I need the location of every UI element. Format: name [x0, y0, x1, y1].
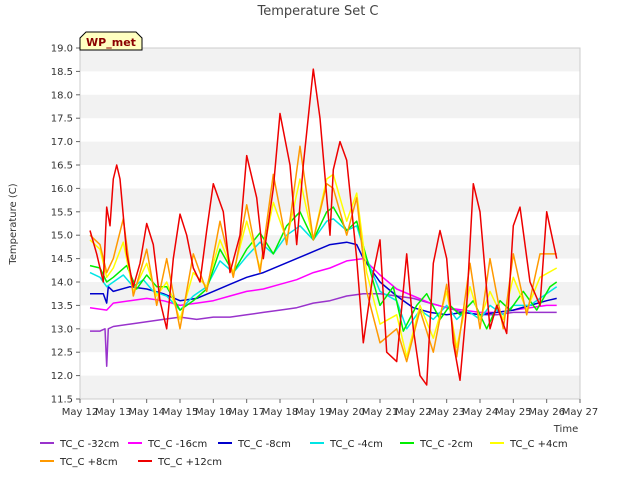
series-lines [89, 68, 558, 386]
grid-band [80, 328, 580, 353]
x-tick-label: May 13 [95, 407, 132, 418]
annotation-box: WP_met [79, 31, 143, 51]
legend: TC_C -32cm TC_C -16cm TC_C -8cm TC_C -4cm TC… [40, 439, 568, 468]
y-tick-label: 15.5 [51, 207, 73, 218]
y-tick-label: 18.0 [51, 90, 73, 101]
x-tick-label: May 14 [128, 407, 165, 418]
grid-band [80, 94, 580, 119]
x-tick-label: May 23 [428, 407, 465, 418]
annotation-label: WP_met [86, 36, 136, 49]
legend-label: TC_C +12cm [157, 457, 222, 468]
grid-band [80, 141, 580, 165]
y-tick-label: 14.0 [51, 278, 73, 289]
legend-label: TC_C +4cm [509, 439, 568, 450]
x-tick-label: May 26 [528, 407, 565, 418]
chart-title: Temperature Set C [256, 4, 378, 19]
x-tick-label: May 16 [195, 407, 232, 418]
y-tick-label: 15.0 [51, 231, 73, 242]
grid-band [80, 188, 580, 212]
x-tick-label: May 22 [395, 407, 432, 418]
y-tick-label: 13.5 [51, 301, 73, 312]
x-tick-label: May 21 [362, 407, 399, 418]
grid-band [80, 375, 580, 399]
y-tick-label: 19.0 [51, 44, 73, 55]
y-tick-label: 13.0 [51, 324, 73, 335]
x-tick-label: May 15 [162, 407, 199, 418]
x-tick-label: May 27 [562, 407, 599, 418]
annotation-shape [79, 31, 143, 51]
x-tick-label: May 12 [62, 407, 99, 418]
x-axis-label: Time [553, 424, 578, 435]
y-tick-label: 12.5 [51, 348, 73, 359]
y-tick-label: 16.0 [51, 184, 73, 195]
grid-band [80, 48, 580, 72]
y-tick-label: 12.0 [51, 371, 73, 382]
y-tick-label: 14.5 [51, 254, 73, 265]
y-tick-label: 16.5 [51, 161, 73, 172]
legend-label: TC_C -8cm [237, 439, 291, 450]
legend-label: TC_C +8cm [59, 457, 118, 468]
x-tick-label: May 20 [328, 407, 365, 418]
y-tick-label: 18.5 [51, 67, 73, 78]
series-line [89, 145, 557, 363]
y-tick-label: 11.5 [51, 395, 73, 406]
x-tick-label: May 19 [295, 407, 332, 418]
legend-label: TC_C -2cm [419, 439, 473, 450]
plot-area [79, 47, 581, 400]
y-tick-label: 17.5 [51, 114, 73, 125]
x-tick-label: May 17 [228, 407, 265, 418]
legend-label: TC_C -16cm [147, 439, 207, 450]
legend-label: TC_C -32cm [59, 439, 119, 450]
series-line [89, 68, 558, 386]
series-line [89, 218, 558, 330]
legend-label: TC_C -4cm [329, 439, 383, 450]
y-axis-label: Temperature (C) [8, 183, 19, 265]
x-tick-label: May 18 [262, 407, 299, 418]
y-tick-label: 17.0 [51, 137, 73, 148]
x-tick-label: May 25 [495, 407, 532, 418]
x-tick-label: May 24 [462, 407, 499, 418]
y-axis: 11.5 12.0 12.5 13.0 13.5 14.0 14.5 15.0 15.5 16.0… [51, 44, 80, 406]
